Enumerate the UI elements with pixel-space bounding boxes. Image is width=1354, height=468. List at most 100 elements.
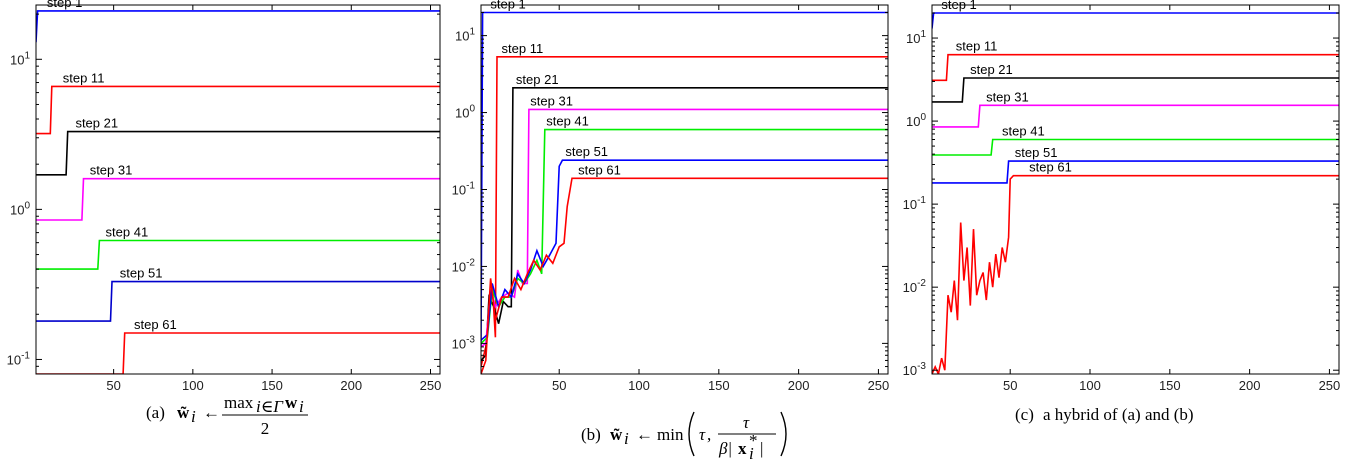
caption-op: min (657, 425, 684, 444)
caption-c: (c) a hybrid of (a) and (b) (1015, 405, 1194, 424)
caption-comma: , (707, 425, 711, 444)
series-label: step 21 (516, 72, 559, 87)
series-label: step 21 (970, 62, 1013, 77)
x-tick-label: 50 (552, 378, 566, 393)
y-tick-label: 10-3 (452, 334, 476, 351)
series-label: step 51 (1015, 145, 1058, 160)
series-label: step 11 (956, 39, 998, 54)
caption-a: (a) w̃ i ←max i∈Γ w i2 (146, 393, 308, 438)
series-group (932, 12, 1339, 374)
y-tick-base: 10 (903, 197, 917, 212)
y-tick-label: 10-2 (903, 278, 927, 295)
caption-paren-right (780, 411, 787, 457)
x-tick-label: 100 (1079, 378, 1101, 393)
caption-lhs: w̃ (610, 425, 623, 444)
caption-sub: i (191, 407, 196, 426)
y-tick-exponent: -1 (917, 195, 926, 206)
x-tick-label: 50 (106, 378, 120, 393)
y-tick-exponent: -2 (466, 257, 475, 268)
series-label: step 41 (106, 225, 149, 240)
y-tick-base: 10 (10, 52, 24, 67)
caption-den: 2 (261, 419, 270, 438)
y-tick-base: 10 (452, 259, 466, 274)
x-tick-label: 200 (1239, 378, 1261, 393)
series-line-step-61 (481, 177, 888, 374)
caption-tag: (b) (581, 425, 601, 444)
y-tick-exponent: -2 (917, 278, 926, 289)
series-line-step-1 (36, 10, 440, 43)
series-line-step-41 (932, 138, 1339, 156)
series-line-step-41 (481, 128, 888, 344)
caption-tag: (a) (146, 403, 165, 422)
y-tick-exponent: 1 (469, 27, 475, 38)
x-tick-label: 200 (788, 378, 810, 393)
series-label: step 41 (546, 114, 589, 129)
y-tick-base: 10 (455, 106, 469, 121)
caption-frac-den-pre: β| (718, 439, 732, 458)
series-label: step 61 (578, 162, 621, 177)
y-tick-exponent: 0 (469, 104, 475, 115)
y-tick-base: 10 (906, 114, 920, 129)
series-label: step 31 (530, 93, 573, 108)
y-tick-label: 100 (10, 200, 30, 217)
series-label: step 41 (1002, 124, 1045, 139)
caption-num-var: w (285, 393, 298, 412)
y-tick-base: 10 (903, 280, 917, 295)
x-tick-label: 200 (340, 378, 362, 393)
series-line-step-1 (932, 12, 1339, 29)
caption-tag: (c) (1015, 405, 1034, 424)
y-tick-exponent: 0 (24, 200, 30, 211)
y-tick-label: 101 (906, 29, 926, 46)
y-tick-label: 100 (906, 112, 926, 129)
series-group (36, 10, 440, 374)
series-group (481, 11, 888, 374)
series-line-step-1 (481, 11, 888, 347)
plot-frame (480, 4, 889, 375)
caption-num-var-sub: i (299, 397, 304, 416)
y-tick-base: 10 (452, 336, 466, 351)
y-tick-label: 10-1 (903, 195, 927, 212)
series-line-step-21 (932, 77, 1339, 103)
y-tick-base: 10 (10, 202, 24, 217)
series-label: step 31 (90, 163, 133, 178)
y-tick-base: 10 (906, 31, 920, 46)
caption-text: a hybrid of (a) and (b) (1043, 405, 1194, 424)
y-tick-exponent: -3 (917, 361, 926, 372)
x-tick-label: 250 (868, 378, 890, 393)
y-tick-exponent: -1 (466, 181, 475, 192)
caption-frac-num: τ (743, 413, 750, 432)
y-tick-label: 10-3 (903, 361, 927, 378)
plot-frame (35, 4, 441, 375)
x-tick-label: 250 (1319, 378, 1341, 393)
y-tick-exponent: 0 (920, 112, 926, 123)
series-label: step 51 (120, 266, 163, 281)
caption-frac-den-post: | (760, 439, 763, 458)
series-line-step-31 (932, 104, 1339, 128)
y-tick-label: 10-2 (452, 257, 476, 274)
y-tick-label: 100 (455, 104, 475, 121)
series-line-step-21 (36, 130, 440, 176)
series-line-step-51 (36, 280, 440, 322)
y-tick-exponent: 1 (24, 50, 30, 61)
series-line-step-61 (36, 332, 440, 374)
y-tick-exponent: -3 (466, 334, 475, 345)
x-tick-label: 150 (708, 378, 730, 393)
caption-b: (b) w̃ i ← min τ ,τβ| x *i | (581, 411, 787, 463)
series-label: step 1 (490, 0, 525, 11)
caption-paren-left (688, 411, 695, 457)
series-label: step 61 (134, 317, 177, 332)
caption-lhs: w̃ (177, 403, 190, 422)
x-tick-label: 100 (628, 378, 650, 393)
y-tick-label: 10-1 (7, 350, 31, 367)
caption-arg1: τ (699, 425, 706, 444)
caption-frac-den-sub: i (749, 444, 754, 463)
series-label: step 11 (502, 41, 544, 56)
series-label: step 31 (986, 89, 1029, 104)
y-tick-base: 10 (455, 29, 469, 44)
y-tick-base: 10 (7, 352, 21, 367)
series-line-step-11 (36, 85, 440, 135)
y-tick-label: 101 (10, 50, 30, 67)
panel-b: step 1 step 11 step 21 step 31 step 41 step 5… (452, 0, 890, 393)
